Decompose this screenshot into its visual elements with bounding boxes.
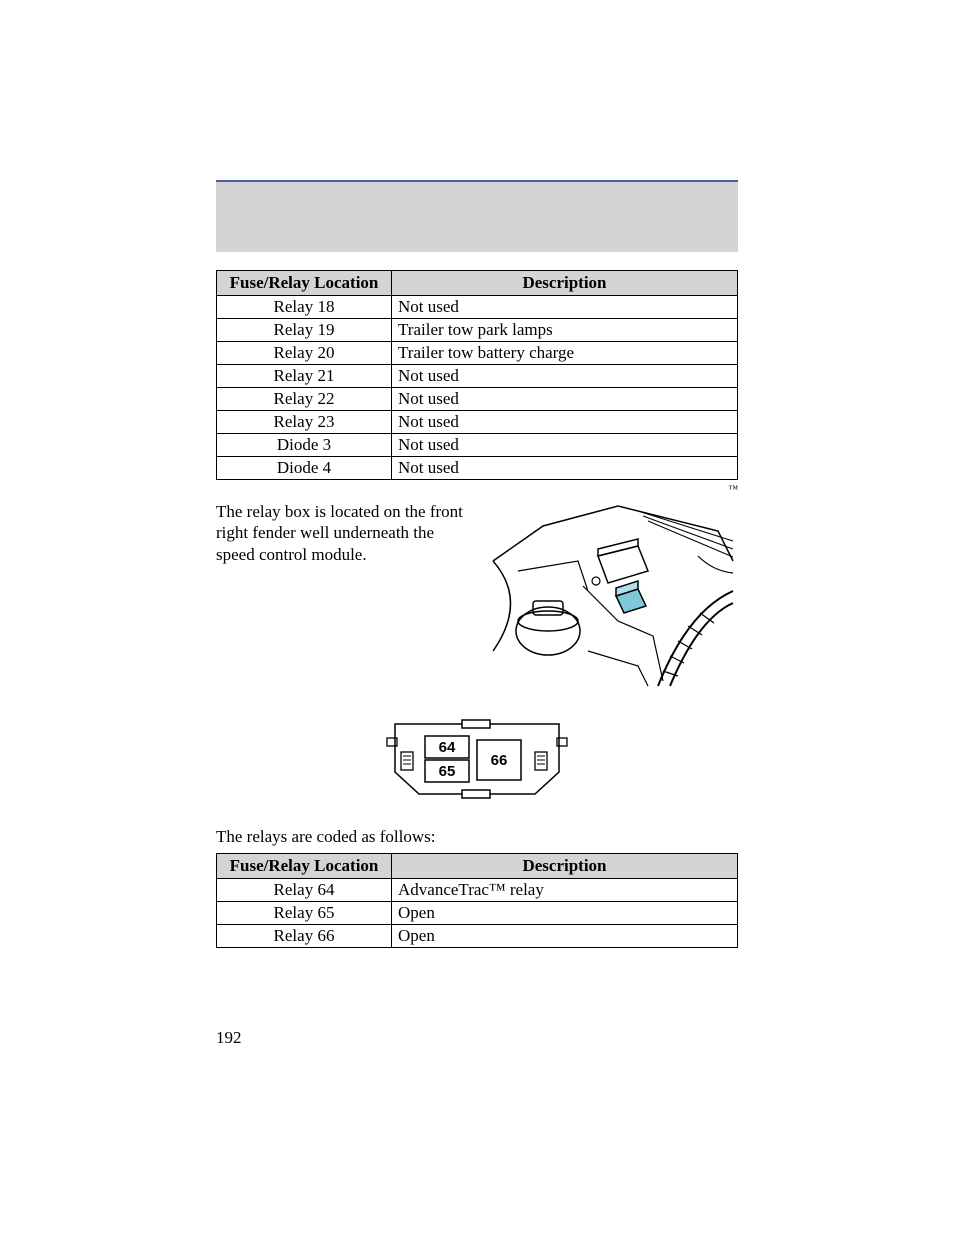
table-row: Relay 66Open: [217, 925, 738, 948]
fuse-slot-66-label: 66: [491, 752, 508, 769]
engine-bay-illustration: [488, 501, 738, 696]
table-row: Diode 4Not used: [217, 457, 738, 480]
table-row: Relay 65Open: [217, 902, 738, 925]
table-row: Relay 19Trailer tow park lamps: [217, 319, 738, 342]
t1-r7-loc: Diode 4: [217, 457, 392, 480]
text-and-illustration: The relay box is located on the front ri…: [216, 501, 738, 696]
t2-r1-loc: Relay 65: [217, 902, 392, 925]
t1-r0-desc: Not used: [392, 296, 738, 319]
table-row: Relay 64AdvanceTrac™ relay: [217, 879, 738, 902]
t1-r2-desc: Trailer tow battery charge: [392, 342, 738, 365]
t1-r5-desc: Not used: [392, 411, 738, 434]
t2-header-location: Fuse/Relay Location: [217, 854, 392, 879]
t1-r6-loc: Diode 3: [217, 434, 392, 457]
manual-page: Fuse/Relay Location Description Relay 18…: [0, 0, 954, 1108]
t1-r2-loc: Relay 20: [217, 342, 392, 365]
t1-r1-desc: Trailer tow park lamps: [392, 319, 738, 342]
t1-r6-desc: Not used: [392, 434, 738, 457]
fuse-slot-65-label: 65: [439, 763, 456, 780]
relays-coded-text: The relays are coded as follows:: [216, 827, 738, 847]
relay-table-1: Fuse/Relay Location Description Relay 18…: [216, 270, 738, 480]
t2-r2-desc: Open: [392, 925, 738, 948]
t2-r2-loc: Relay 66: [217, 925, 392, 948]
t2-r1-desc: Open: [392, 902, 738, 925]
table-row: Relay 22Not used: [217, 388, 738, 411]
t1-r1-loc: Relay 19: [217, 319, 392, 342]
t1-header-description: Description: [392, 271, 738, 296]
relay-box-location-text: The relay box is located on the front ri…: [216, 501, 472, 696]
page-number: 192: [216, 1028, 738, 1048]
fuse-slot-64-label: 64: [439, 739, 456, 756]
t1-header-location: Fuse/Relay Location: [217, 271, 392, 296]
relay-table-2: Fuse/Relay Location Description Relay 64…: [216, 853, 738, 948]
fuse-slot-diagram: 64 65 66: [216, 714, 738, 809]
t2-r0-loc: Relay 64: [217, 879, 392, 902]
section-header-band: [216, 180, 738, 252]
t2-r0-desc: AdvanceTrac™ relay: [392, 879, 738, 902]
table-row: Relay 20Trailer tow battery charge: [217, 342, 738, 365]
t1-r3-desc: Not used: [392, 365, 738, 388]
t2-header-description: Description: [392, 854, 738, 879]
table-row: Relay 18Not used: [217, 296, 738, 319]
t1-r0-loc: Relay 18: [217, 296, 392, 319]
table-row: Relay 21Not used: [217, 365, 738, 388]
t1-r5-loc: Relay 23: [217, 411, 392, 434]
t1-r4-loc: Relay 22: [217, 388, 392, 411]
table-row: Relay 23Not used: [217, 411, 738, 434]
trademark-marker: ™: [216, 484, 738, 495]
t1-r7-desc: Not used: [392, 457, 738, 480]
t1-r3-loc: Relay 21: [217, 365, 392, 388]
t1-r4-desc: Not used: [392, 388, 738, 411]
table-row: Diode 3Not used: [217, 434, 738, 457]
